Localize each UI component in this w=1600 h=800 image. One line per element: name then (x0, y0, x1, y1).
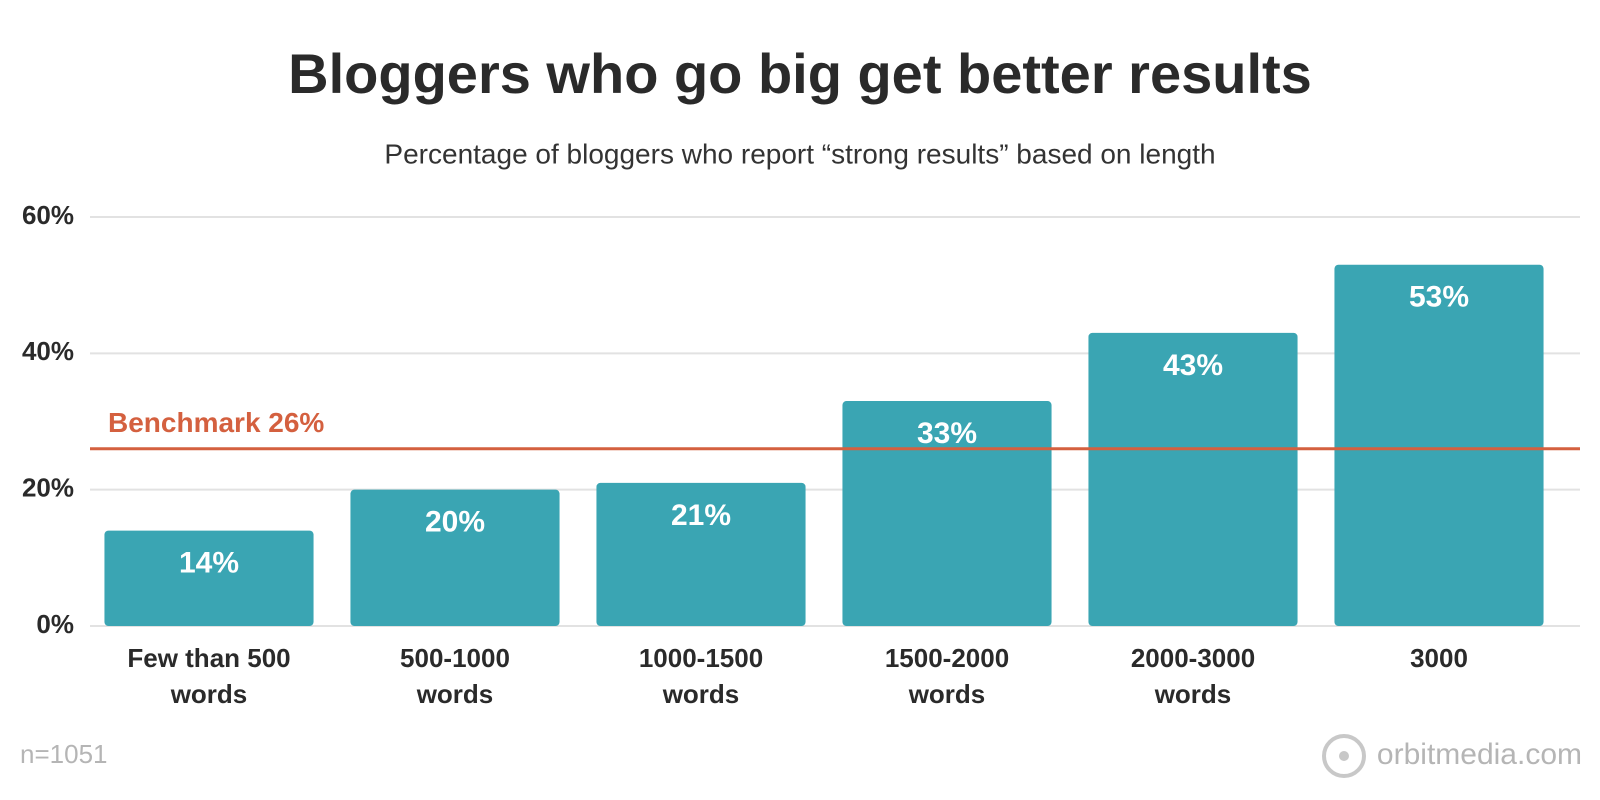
x-tick-label: 2000-3000 words (1130, 643, 1256, 709)
value-label: 20% (425, 506, 485, 539)
x-tick-label: 1000-1500 words (638, 643, 764, 709)
bar (350, 489, 560, 626)
source: orbitmedia.com (1377, 738, 1582, 771)
bar (1334, 264, 1544, 626)
logo-dot (1339, 751, 1349, 761)
x-tick-label: Few than 500 words (127, 643, 291, 709)
y-tick-label: 60% (22, 200, 74, 230)
value-label: 43% (1163, 349, 1223, 382)
bar (596, 482, 806, 626)
value-label: 33% (917, 417, 977, 450)
logo-icon (1322, 734, 1366, 778)
footnote: n=1051 (20, 739, 107, 769)
value-label: 53% (1409, 281, 1469, 314)
value-label: 21% (671, 499, 731, 532)
x-tick-label: 1500-2000 words (884, 643, 1010, 709)
y-tick-label: 20% (22, 473, 74, 503)
bar (1088, 332, 1298, 626)
x-tick-label: 3000 (1410, 643, 1468, 673)
bar (842, 401, 1052, 626)
y-tick-label: 40% (22, 336, 74, 366)
y-tick-label: 0% (36, 609, 74, 639)
bar (104, 530, 314, 626)
benchmark-label: Benchmark 26% (108, 407, 324, 438)
value-label: 14% (179, 546, 239, 579)
x-tick-label: 500-1000 words (400, 643, 510, 709)
chart-title: Bloggers who go big get better results (288, 42, 1312, 105)
chart-subtitle: Percentage of bloggers who report “stron… (384, 138, 1215, 169)
